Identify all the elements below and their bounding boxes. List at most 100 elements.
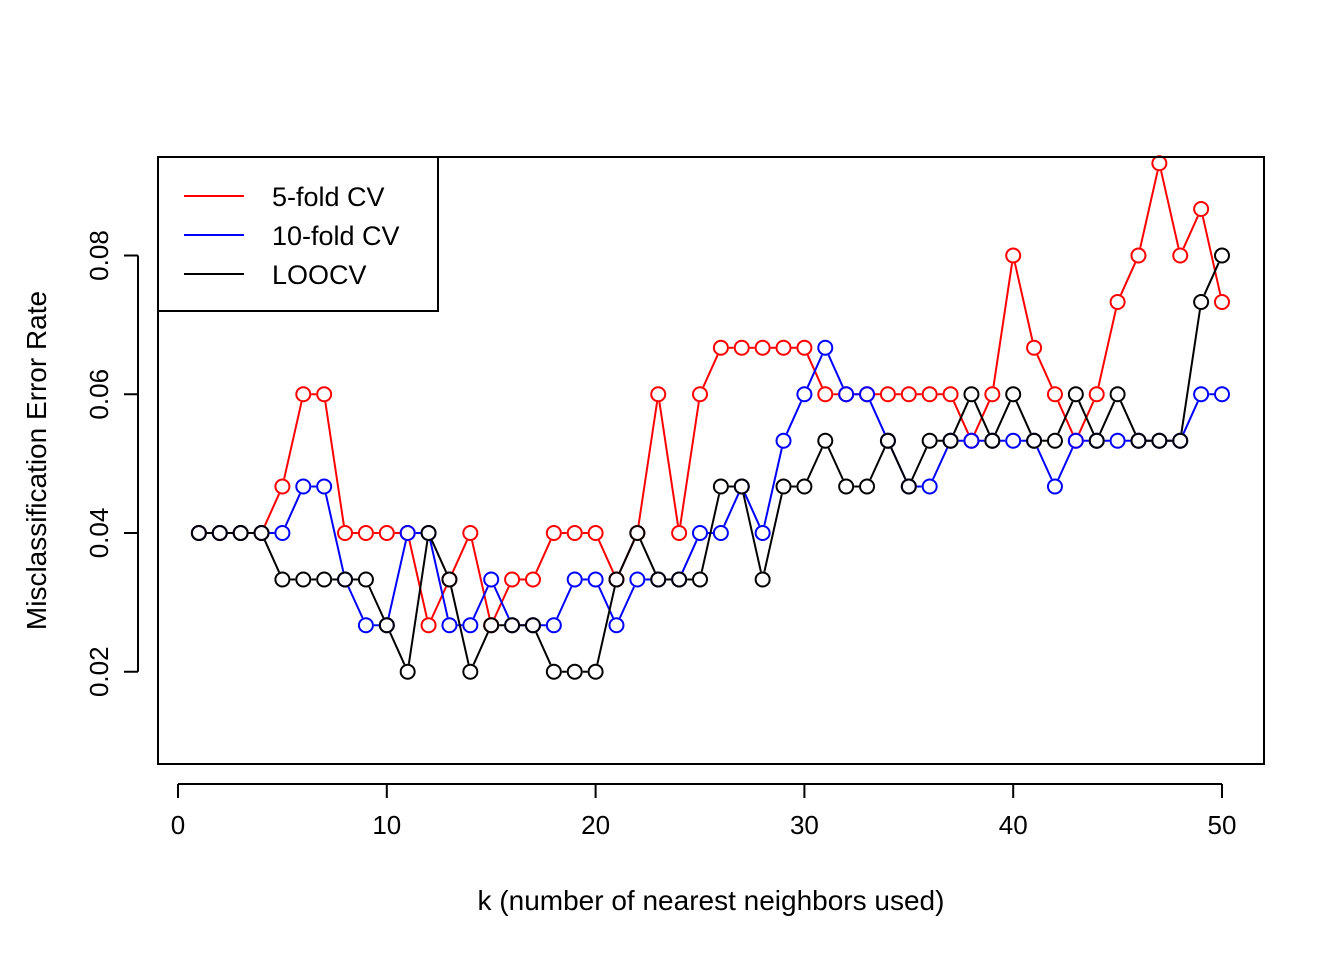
series-segment [430, 539, 448, 573]
series-segment [1015, 401, 1032, 434]
series-segment [556, 586, 573, 619]
data-point [796, 478, 813, 495]
series-segment [1036, 447, 1053, 480]
data-point [1005, 386, 1022, 403]
series-segment [806, 447, 823, 480]
data-point [796, 339, 813, 356]
data-point [1151, 155, 1168, 172]
data-point [942, 432, 959, 449]
data-point [1046, 386, 1063, 403]
series-segment [618, 539, 635, 573]
data-point [316, 478, 333, 495]
data-point [1067, 432, 1084, 449]
data-point [316, 386, 333, 403]
data-point [775, 339, 792, 356]
x-tick-label: 30 [790, 810, 819, 840]
data-point [629, 524, 646, 541]
series-segment [347, 586, 364, 619]
series-segment [493, 586, 510, 619]
data-point [1046, 432, 1063, 449]
data-point [295, 571, 312, 588]
series-segment [389, 632, 406, 665]
series-segment [1119, 401, 1137, 434]
data-point [337, 571, 354, 588]
data-point [545, 524, 562, 541]
data-point [608, 617, 625, 634]
x-tick-label: 0 [171, 810, 185, 840]
series-1 [190, 155, 1230, 634]
data-point [859, 386, 876, 403]
series-segment [284, 493, 301, 527]
series-segment [700, 494, 721, 572]
series-segment [535, 539, 552, 573]
x-tick-label: 40 [999, 810, 1028, 840]
legend-label: 10-fold CV [272, 221, 400, 251]
data-point [629, 571, 646, 588]
data-point [274, 478, 291, 495]
data-point [671, 571, 688, 588]
data-point [399, 663, 416, 680]
legend-label: LOOCV [272, 260, 367, 290]
data-point [1109, 293, 1126, 310]
series-segment [1180, 309, 1201, 433]
series-segment [932, 447, 949, 480]
data-point [1172, 432, 1189, 449]
data-point [357, 571, 374, 588]
data-point [692, 571, 708, 588]
legend: 5-fold CV 10-fold CV LOOCV [157, 156, 439, 312]
series-segment [429, 540, 449, 618]
series-segment [723, 493, 740, 527]
series-segment [324, 402, 345, 526]
series-segment [1097, 309, 1117, 387]
data-point [963, 432, 980, 449]
data-point [587, 571, 604, 588]
data-point [524, 617, 541, 634]
data-point [733, 478, 750, 495]
series-segment [471, 540, 491, 618]
axes-layer: 0 10 20 30 40 50 0.02 0.04 0.06 0.08 [84, 230, 1236, 840]
y-tick-label: 0.06 [84, 369, 114, 420]
data-point [754, 571, 771, 588]
data-point [420, 524, 437, 541]
data-point [587, 663, 604, 680]
series-3 [190, 247, 1230, 680]
series-segment [890, 447, 907, 480]
data-point [295, 478, 312, 495]
data-point [441, 617, 458, 634]
data-point [1214, 247, 1230, 264]
data-point [1193, 201, 1210, 218]
data-point [712, 478, 729, 495]
data-point [462, 617, 479, 634]
series-segment [472, 586, 489, 619]
series-segment [597, 539, 615, 573]
data-point [420, 617, 437, 634]
series-segment [387, 540, 407, 618]
series-segment [1057, 447, 1074, 480]
y-tick-label: 0.08 [84, 230, 114, 281]
data-point [650, 386, 667, 403]
data-point [963, 386, 980, 403]
data-point [357, 524, 374, 541]
series-layer [190, 155, 1230, 680]
data-point [984, 386, 1001, 403]
data-point [1088, 432, 1105, 449]
data-point [942, 386, 959, 403]
series-segment [263, 493, 281, 527]
data-point [1172, 247, 1189, 264]
data-point [504, 617, 521, 634]
data-point [274, 524, 291, 541]
data-point [378, 617, 395, 634]
series-segment [1182, 401, 1199, 434]
data-point [462, 524, 479, 541]
series-segment [598, 586, 615, 619]
data-point [1005, 247, 1022, 264]
data-point [1109, 386, 1126, 403]
series-segment [744, 493, 761, 527]
series-segment [658, 402, 679, 526]
series-segment [1203, 262, 1220, 296]
data-point [921, 478, 938, 495]
data-point [796, 386, 813, 403]
plot-frame [157, 156, 1265, 765]
series-segment [1201, 216, 1222, 295]
